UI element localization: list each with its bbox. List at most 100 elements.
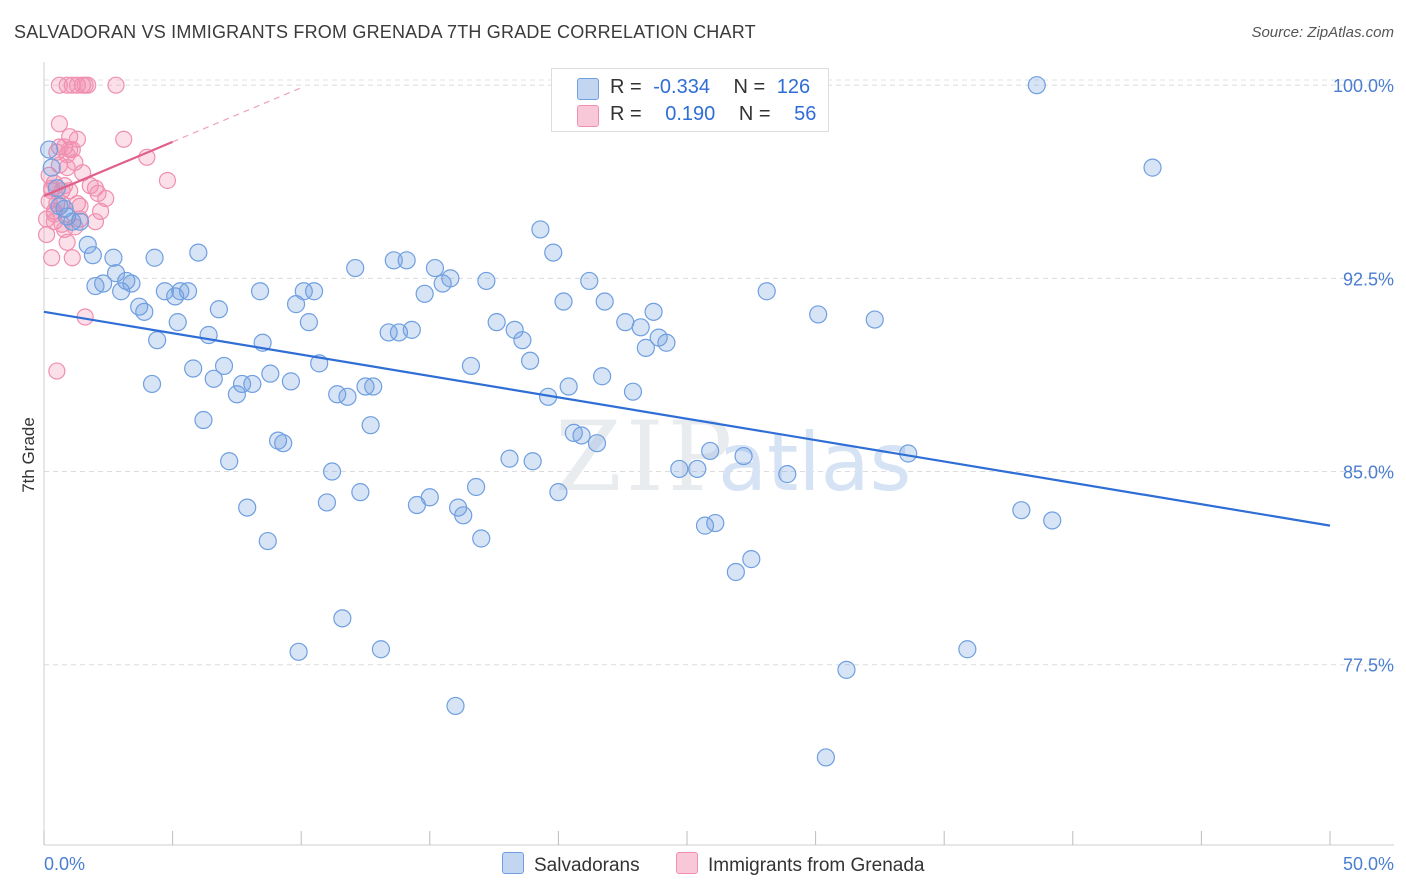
salvadoran-point <box>554 292 573 311</box>
grid-lines <box>44 79 1394 666</box>
salvadoran-point <box>356 377 375 396</box>
salvadoran-point <box>214 356 234 376</box>
salvadoran-point <box>117 271 136 291</box>
salvadoran-point <box>521 351 540 370</box>
salvadoran-point <box>454 506 473 525</box>
bottom-legend-swatch-blue <box>502 852 524 874</box>
y-tick-label: 92.5% <box>1343 269 1394 289</box>
salvadoran-point <box>425 258 445 278</box>
salvadoran-point <box>420 488 439 507</box>
salvadoran-point <box>178 282 198 301</box>
salvadoran-point <box>837 660 856 679</box>
legend-n-label: N = <box>738 103 771 125</box>
salvadoran-point <box>299 313 319 332</box>
salvadoran-point <box>194 410 213 430</box>
salvadoran-point <box>616 313 635 332</box>
legend-swatch-pink <box>577 105 599 127</box>
grenada-point <box>48 362 66 380</box>
salvadoran-point <box>346 258 365 278</box>
bottom-legend-grenada: Immigrants from Grenada <box>676 852 924 877</box>
salvadoran-point <box>220 452 239 471</box>
salvadoran-point <box>1043 511 1062 530</box>
salvadoran-point <box>593 367 612 386</box>
salvadoran-point <box>171 282 190 301</box>
salvadoran-point <box>379 323 398 342</box>
salvadoran-point <box>274 434 293 453</box>
salvadoran-point <box>243 374 262 394</box>
salvadoran-point <box>122 274 141 293</box>
salvadoran-point <box>631 318 650 337</box>
salvadoran-point <box>209 300 228 319</box>
salvadoran-point <box>415 284 434 303</box>
salvadoran-point <box>40 140 59 159</box>
grenada-point <box>71 197 89 215</box>
salvadoran-point <box>809 305 828 324</box>
bottom-legend-label-1: Salvadorans <box>534 855 640 876</box>
salvadoran-point <box>70 212 90 231</box>
salvadoran-point <box>472 529 491 548</box>
salvadoran-point <box>523 452 542 471</box>
salvadoran-point <box>184 359 203 378</box>
salvadoran-point <box>1027 76 1046 95</box>
y-tick-label: 85.0% <box>1343 463 1394 483</box>
stats-legend: R = -0.334 N = 126 R = 0.190 N = 56 <box>551 68 829 132</box>
salvadoran-point <box>549 483 568 502</box>
salvadoran-point <box>227 385 246 404</box>
grenada-point <box>97 189 115 208</box>
legend-r-value-2: 0.190 <box>665 103 716 125</box>
salvadoran-points <box>40 76 1162 767</box>
y-tick-label: 77.5% <box>1343 656 1394 676</box>
bottom-legend-label-2: Immigrants from Grenada <box>708 855 925 876</box>
salvadoran-point <box>238 498 257 517</box>
watermark-atlas: atlas <box>718 416 911 509</box>
salvadoran-trend-line <box>43 310 1331 527</box>
grenada-point <box>91 202 110 220</box>
salvadoran-point <box>531 220 550 239</box>
salvadoran-point <box>250 282 270 301</box>
watermark-zip: ZIP <box>555 401 736 513</box>
salvadoran-point <box>361 416 380 435</box>
salvadoran-point <box>487 313 506 332</box>
salvadoran-point <box>364 377 383 396</box>
salvadoran-point <box>466 477 486 497</box>
salvadoran-point <box>130 297 149 316</box>
grenada-point <box>43 249 61 267</box>
grenada-point <box>115 130 133 148</box>
salvadoran-point <box>726 562 745 582</box>
salvadoran-point <box>688 459 707 479</box>
salvadoran-point <box>402 320 421 339</box>
salvadoran-point <box>695 516 715 535</box>
salvadoran-point <box>232 374 252 394</box>
source-label: Source: ZipAtlas.com <box>1251 24 1394 41</box>
salvadoran-point <box>338 387 357 406</box>
legend-n-value-1: 126 <box>776 76 811 98</box>
salvadoran-point <box>446 696 465 716</box>
legend-n-value-2: 56 <box>794 103 817 125</box>
x-tick-label-max: 50.0% <box>1343 854 1394 874</box>
salvadoran-point <box>281 372 301 391</box>
salvadoran-point <box>189 243 208 262</box>
salvadoran-point <box>657 333 676 352</box>
salvadoran-point <box>544 243 563 262</box>
salvadoran-point <box>104 248 123 267</box>
salvadoran-point <box>261 364 280 383</box>
grenada-points <box>37 76 177 380</box>
salvadoran-point <box>559 377 578 396</box>
bottom-legend-swatch-pink <box>676 852 698 874</box>
grenada-point <box>107 76 125 94</box>
salvadoran-point <box>706 513 725 533</box>
salvadoran-point <box>322 462 342 481</box>
grenada-trend-line <box>43 140 174 197</box>
grenada-point <box>58 233 76 251</box>
grenada-point <box>63 140 81 159</box>
grenada-point <box>50 115 69 133</box>
salvadoran-point <box>816 748 835 767</box>
salvadoran-point <box>204 369 223 388</box>
grenada-trend-extension <box>172 87 302 143</box>
salvadoran-point <box>477 271 496 291</box>
grenada-point <box>158 171 177 190</box>
salvadoran-point <box>461 356 481 376</box>
trend-lines <box>43 87 1331 527</box>
salvadoran-point <box>623 382 643 401</box>
grenada-point <box>86 179 105 197</box>
